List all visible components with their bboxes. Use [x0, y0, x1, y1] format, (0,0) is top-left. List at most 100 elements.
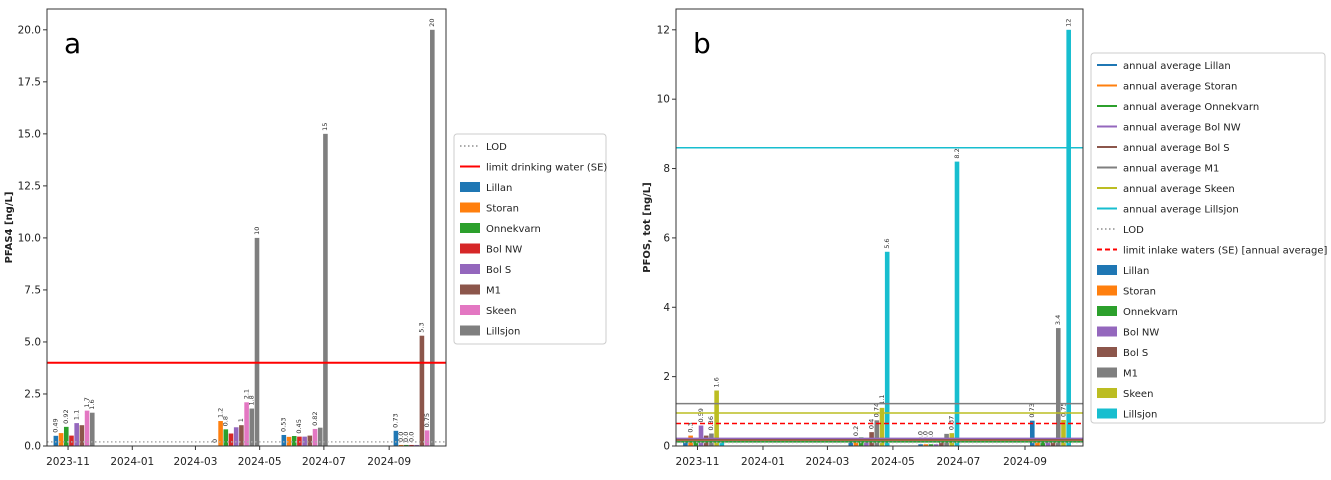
data-label: 10 [253, 227, 261, 235]
bar-b-3-2 [1040, 442, 1045, 446]
legend-handle-patch [1097, 326, 1117, 337]
bar-a-2-7 [317, 427, 323, 446]
bar-b-3-1 [1035, 442, 1040, 446]
legend-handle-patch [1097, 265, 1117, 275]
bar-a-2-8 [323, 133, 328, 446]
bar-b-3-4 [1050, 442, 1056, 446]
bar-b-0-0 [683, 442, 688, 446]
x-tick-label: 2024-05 [871, 456, 915, 468]
bar-a-1-4 [233, 427, 239, 446]
bar-b-2-1 [923, 444, 929, 446]
data-label: 0.0 [402, 432, 410, 442]
y-tick-label: 6 [663, 232, 670, 244]
panel-a-chart: 0.490.92 1.11.71.6 0 1.20.8 1 2.11.8 10 0.53 0.4… [4, 8, 607, 468]
bar-b-0-2 [693, 442, 699, 446]
bar-a-2-4 [302, 436, 307, 446]
legend-handle-patch [460, 223, 480, 233]
bar-a-3-4 [414, 444, 420, 446]
y-tick-label: 12.5 [18, 180, 41, 192]
legend-entry: Onnekvarn [486, 224, 541, 235]
data-label: 2.1 [242, 389, 250, 399]
data-label: 0.73 [1028, 403, 1036, 417]
bar-b-3-7 [1066, 29, 1071, 447]
y-tick-label: 0 [663, 441, 670, 453]
data-label: 0.59 [697, 408, 705, 422]
data-label: 0.53 [280, 417, 288, 431]
legend-entry: Lillan [486, 183, 512, 194]
bar-a-3-6 [424, 430, 430, 446]
bar-b-1-6 [879, 407, 885, 446]
legend-handle-patch [460, 284, 480, 295]
legend-entry: M1 [486, 286, 501, 297]
bar-b-2-2 [928, 444, 934, 446]
legend-handle-patch [1097, 388, 1117, 398]
bar-a-3-0 [393, 430, 399, 446]
y-tick-label: 17.5 [18, 76, 41, 88]
data-label: 0.0 [916, 431, 924, 441]
legend-handle-patch [460, 182, 480, 192]
bar-a-3-5 [419, 335, 425, 446]
axes-frame [46, 8, 447, 447]
bar-a-0-7 [89, 412, 95, 446]
legend-entry: annual average Bol S [1123, 143, 1230, 154]
legend-entry: annual average Bol NW [1123, 123, 1241, 134]
bar-a-1-2 [223, 429, 229, 446]
legend-handle-patch [1097, 347, 1117, 357]
data-label: 8.2 [953, 148, 961, 158]
legend-entry: limit drinking water (SE) [486, 163, 607, 174]
y-tick-label: 5.0 [24, 336, 41, 348]
legend-entry: M1 [1123, 369, 1138, 380]
bar-b-1-0 [848, 442, 854, 446]
data-label: 0.82 [311, 411, 319, 425]
data-label: 0.75 [1059, 403, 1067, 417]
legend-entry: Storan [1123, 287, 1156, 298]
data-label: 5.3 [418, 322, 426, 332]
bar-a-1-1 [218, 421, 223, 446]
legend-entry: annual average Lillan [1123, 61, 1231, 72]
legend-entry: Lillan [1123, 266, 1149, 277]
legend-entry: annual average Storan [1123, 82, 1237, 93]
x-tick-label: 2024-03 [805, 456, 849, 468]
x-tick-label: 2024-09 [1003, 456, 1047, 468]
x-tick-label: 2024-07 [936, 456, 980, 468]
bar-a-3-7 [430, 29, 435, 447]
bar-a-0-5 [79, 425, 85, 446]
bar-b-2-7 [954, 161, 960, 446]
data-label: 0.2 [852, 426, 860, 436]
bar-a-3-3 [409, 444, 414, 446]
x-tick-label: 2023-11 [46, 456, 90, 468]
x-tick-label: 2023-11 [676, 456, 720, 468]
bar-a-2-6 [312, 428, 318, 446]
bar-b-2-4 [939, 442, 944, 446]
data-label: 3.4 [1054, 315, 1062, 325]
legend-handle-patch [460, 202, 480, 213]
legend-entry: Bol S [1123, 348, 1148, 359]
bar-b-3-3 [1045, 442, 1051, 446]
legend-box [1090, 52, 1326, 424]
data-label: 1.6 [712, 377, 720, 387]
bar-b-3-5 [1055, 328, 1061, 446]
legend-entry: Bol NW [486, 245, 522, 256]
legend-box [453, 133, 607, 345]
bar-b-1-5 [874, 420, 880, 446]
bar-b-3-0 [1029, 420, 1035, 446]
legend-handle-patch [460, 243, 480, 254]
y-tick-label: 4 [663, 302, 670, 314]
bar-b-2-0 [918, 444, 923, 446]
bar-b-1-7 [884, 251, 890, 446]
legend-entry: Bol S [486, 265, 511, 276]
bar-a-0-4 [74, 423, 79, 446]
bar-a-0-3 [69, 435, 74, 446]
data-label: 12 [1064, 19, 1072, 27]
bar-b-0-7 [719, 442, 725, 446]
legend-entry: Onnekvarn [1123, 307, 1178, 318]
legend-handle-patch [1097, 367, 1117, 378]
legend-entry: Skeen [486, 306, 516, 317]
bar-a-0-1 [58, 433, 64, 446]
data-label: 0.92 [62, 409, 70, 423]
panel-letter: a [64, 27, 81, 60]
data-label: 1.8 [248, 395, 256, 405]
data-label: 0.74 [873, 403, 881, 417]
y-tick-label: 15.0 [18, 128, 41, 140]
